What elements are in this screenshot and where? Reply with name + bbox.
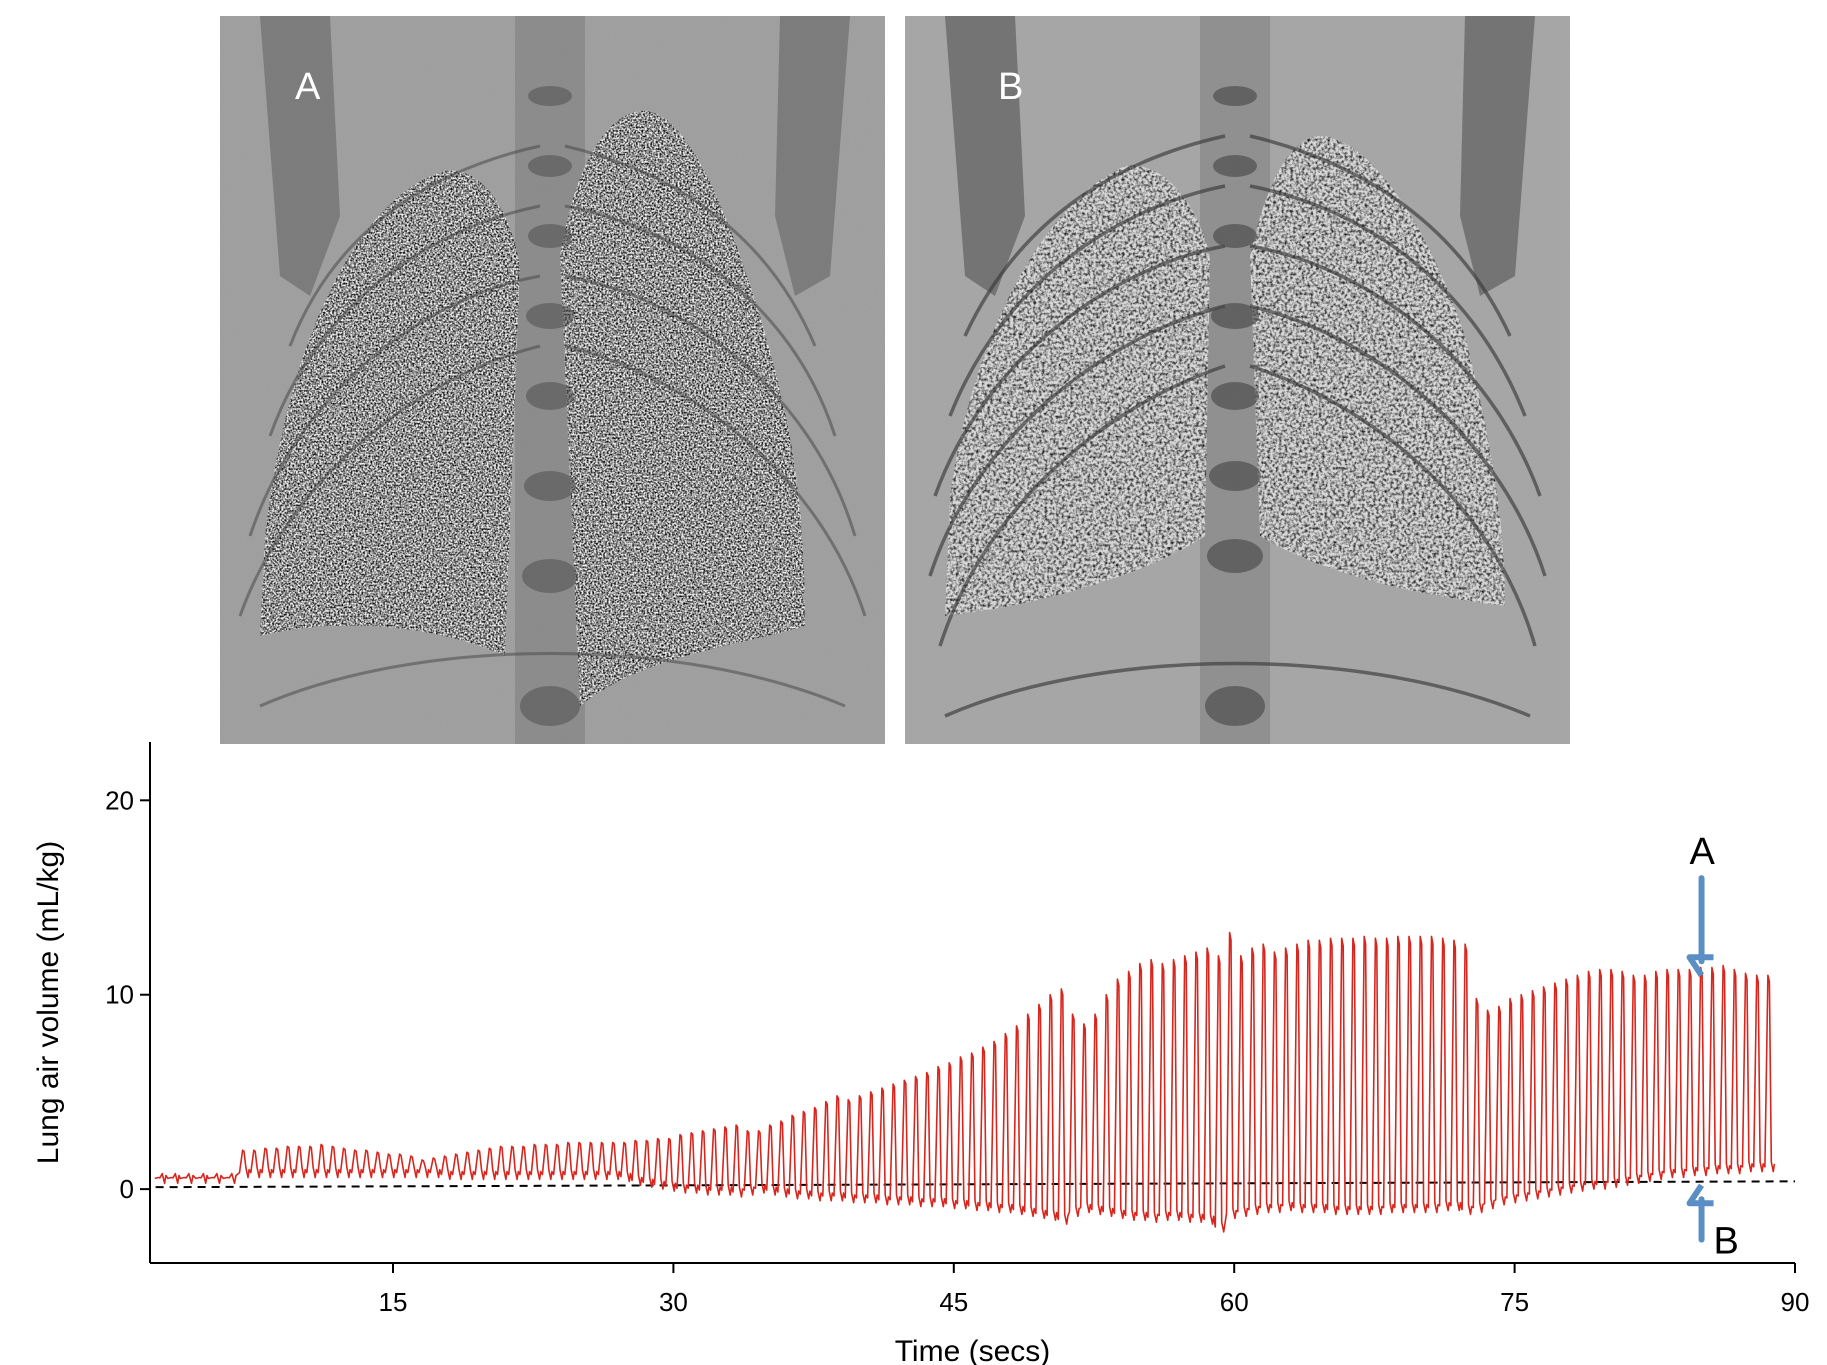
x-tick-label: 30 [659,1287,688,1317]
y-axis-title: Lung air volume (mL/kg) [32,841,65,1164]
x-tick-label: 90 [1781,1287,1810,1317]
series-line-0 [154,931,1776,1233]
xray-image-b [905,16,1570,744]
y-tick-label: 10 [105,980,134,1010]
lung-volume-chart: 0 10 20 15 30 45 60 75 90 Time (secs) Lung air vol… [32,742,1809,1365]
x-tick-label: 60 [1220,1287,1249,1317]
panel-label-b: B [998,66,1024,108]
x-tick-label: 45 [939,1287,968,1317]
annotations: AB [1686,831,1739,1263]
y-tick-label: 0 [120,1174,134,1204]
chart-axes: 0 10 20 15 30 45 60 75 90 Time (secs) Lung air vol… [32,742,1809,1365]
marker-label-b: B [1714,1221,1739,1263]
x-tick-label: 15 [379,1287,408,1317]
panel-label-a: A [295,66,321,108]
plot-area [154,931,1796,1233]
y-tick-label: 20 [105,785,134,815]
x-tick-label: 75 [1500,1287,1529,1317]
xray-image-a [220,16,885,744]
x-axis-title: Time (secs) [895,1335,1051,1365]
marker-label-a: A [1690,831,1716,873]
arrow-a-head [1686,954,1714,977]
arrow-b-head [1686,1183,1714,1207]
